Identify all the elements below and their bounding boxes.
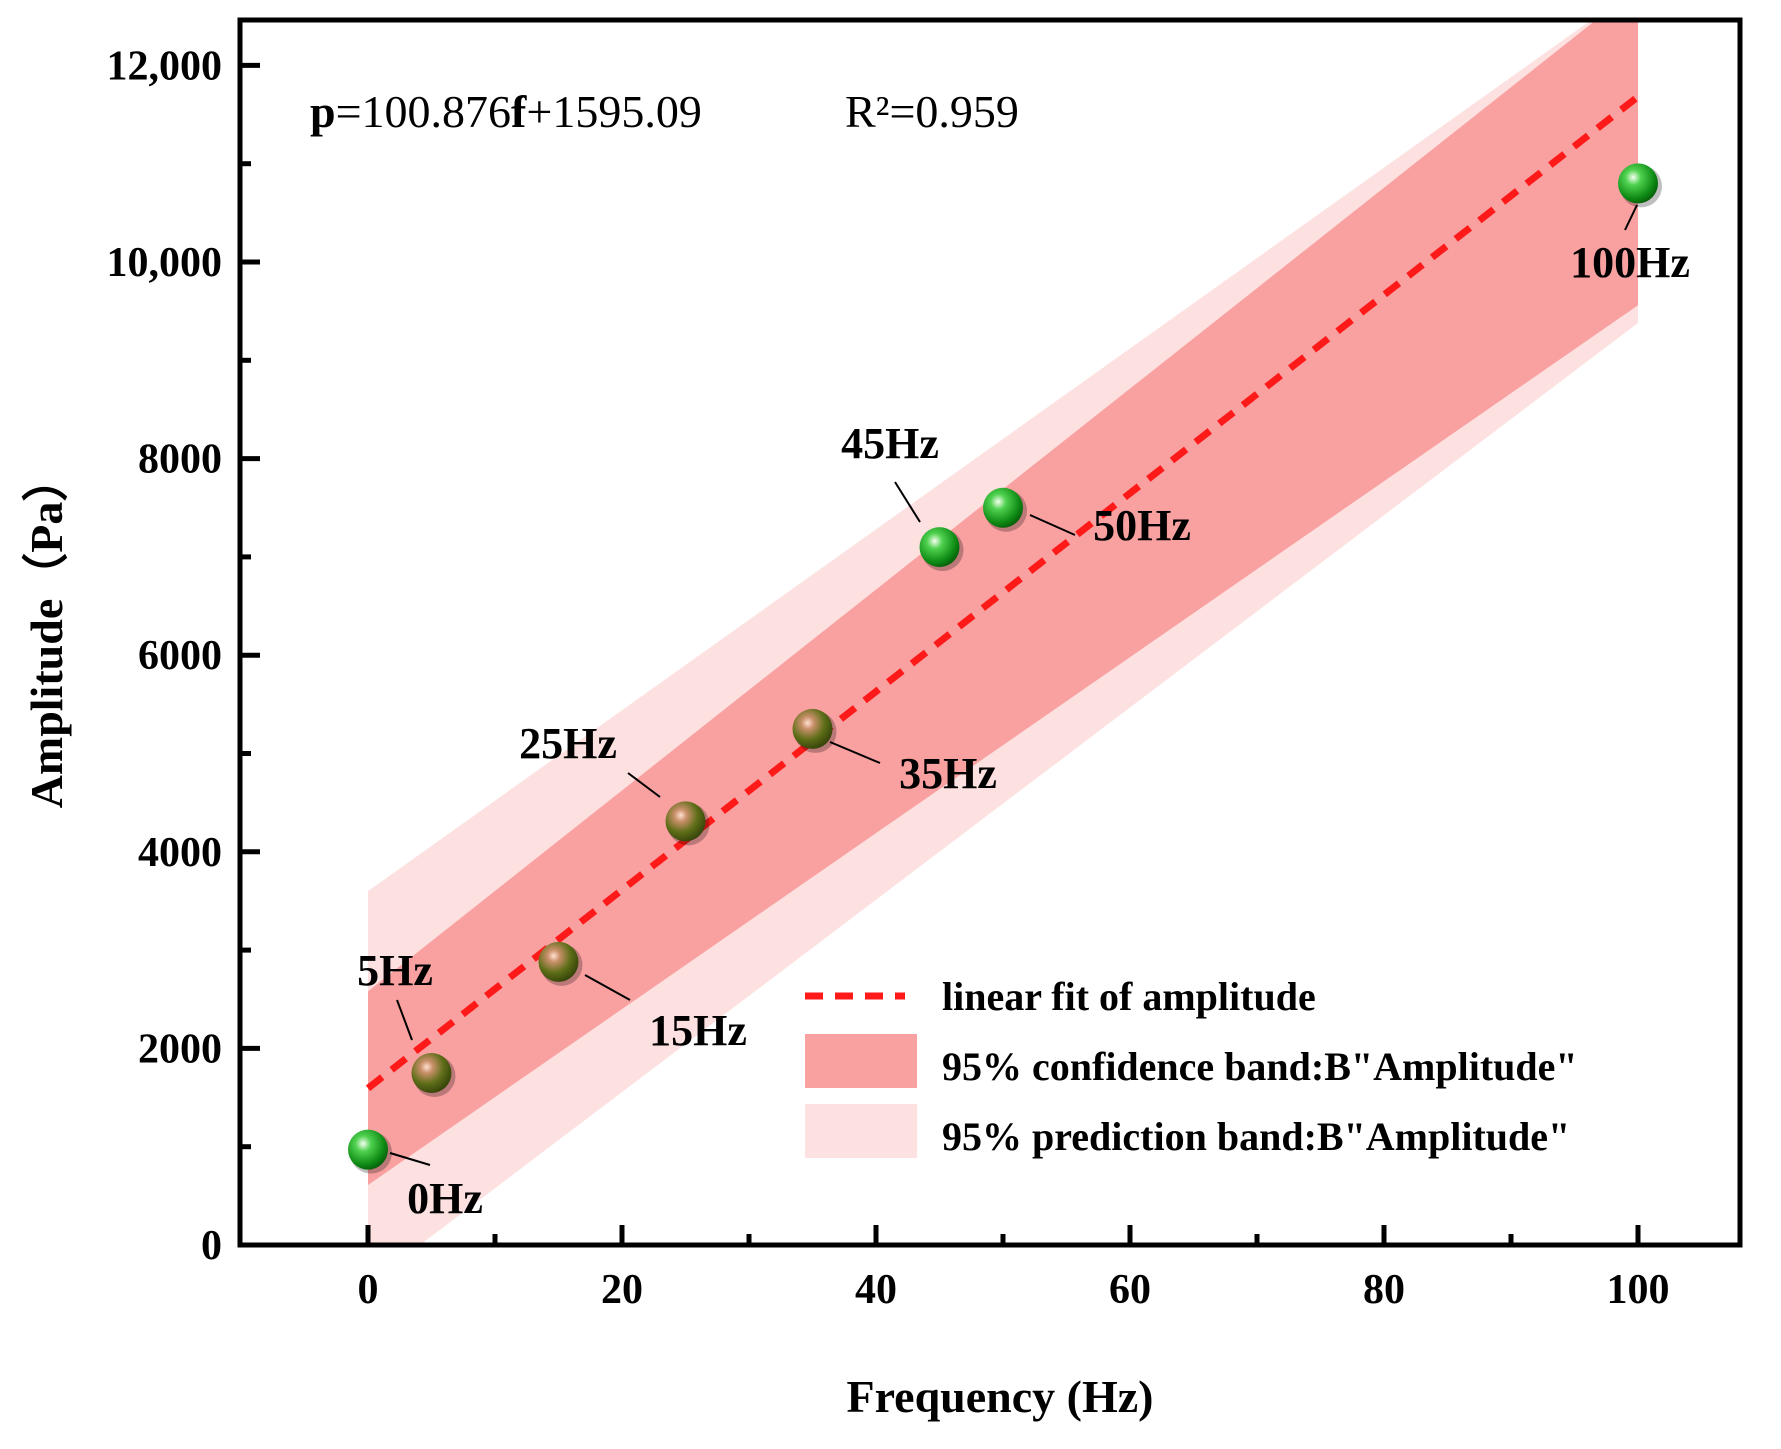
data-point-label: 50Hz bbox=[1093, 501, 1191, 550]
x-tick-label: 0 bbox=[358, 1267, 379, 1313]
x-tick-label: 40 bbox=[855, 1267, 897, 1313]
leader-lines-group bbox=[389, 204, 1638, 1166]
x-tick-label: 20 bbox=[601, 1267, 643, 1313]
y-axis-ticks: 0 2000 4000 6000 8000 10,000 12,000 bbox=[107, 43, 260, 1269]
point-labels-group: 0Hz 5Hz 15Hz 25Hz 35Hz 45Hz 50Hz 100Hz bbox=[357, 238, 1690, 1223]
leader-line bbox=[1029, 514, 1076, 536]
legend-confidence-swatch bbox=[805, 1034, 917, 1088]
legend-confidence-label: 95% confidence band:B"Amplitude" bbox=[942, 1044, 1578, 1089]
equation-symbol-f: f bbox=[511, 86, 527, 137]
leader-line bbox=[1624, 204, 1638, 231]
y-tick-label: 8000 bbox=[138, 437, 222, 483]
r-squared: R²=0.959 bbox=[845, 86, 1019, 137]
data-point-label: 35Hz bbox=[899, 749, 997, 798]
fit-equation: p=100.876f+1595.09 bbox=[310, 86, 702, 137]
y-tick-label: 6000 bbox=[138, 633, 222, 679]
equation-intercept: +1595.09 bbox=[526, 86, 701, 137]
legend-fit-label: linear fit of amplitude bbox=[942, 974, 1316, 1019]
plot-frame bbox=[237, 17, 1743, 1248]
data-point bbox=[919, 527, 960, 568]
data-point bbox=[792, 708, 833, 749]
data-point bbox=[538, 941, 579, 982]
leader-line bbox=[627, 772, 661, 798]
data-point-label: 5Hz bbox=[357, 946, 433, 995]
legend-prediction-label: 95% prediction band:B"Amplitude" bbox=[942, 1114, 1570, 1159]
x-tick-label: 80 bbox=[1363, 1267, 1405, 1313]
y-tick-label: 2000 bbox=[138, 1026, 222, 1072]
data-point bbox=[348, 1129, 388, 1170]
legend: linear fit of amplitude 95% confidence b… bbox=[805, 974, 1578, 1159]
data-point bbox=[665, 801, 706, 842]
leader-line bbox=[396, 999, 413, 1041]
x-tick-label: 100 bbox=[1607, 1267, 1670, 1313]
fit-line bbox=[365, 93, 1641, 1091]
leader-line bbox=[894, 481, 921, 523]
y-tick-label: 0 bbox=[201, 1223, 222, 1269]
y-axis-title: Amplitude（Pa） bbox=[21, 456, 72, 809]
leader-line bbox=[829, 741, 881, 764]
data-point bbox=[983, 487, 1023, 528]
leader-line bbox=[389, 1152, 431, 1166]
leader-line bbox=[584, 974, 631, 1001]
y-tick-label: 10,000 bbox=[107, 240, 223, 286]
x-tick-label: 60 bbox=[1109, 1267, 1151, 1313]
confidence-band bbox=[368, 20, 1638, 1186]
legend-prediction-swatch bbox=[805, 1104, 917, 1158]
bands-group bbox=[365, 20, 1641, 1245]
equation-slope: =100.876 bbox=[336, 86, 511, 137]
data-point-label: 0Hz bbox=[407, 1174, 483, 1223]
data-point-label: 45Hz bbox=[841, 419, 939, 468]
x-axis-title: Frequency (Hz) bbox=[846, 1371, 1153, 1422]
data-point-label: 15Hz bbox=[649, 1006, 747, 1055]
data-point-label: 25Hz bbox=[519, 719, 617, 768]
data-points-group bbox=[348, 163, 1662, 1174]
data-point bbox=[1618, 163, 1658, 204]
y-tick-label: 4000 bbox=[138, 830, 222, 876]
data-point-label: 100Hz bbox=[1570, 238, 1690, 287]
x-axis-ticks: 0 20 40 60 80 100 bbox=[358, 1225, 1670, 1313]
y-tick-label: 12,000 bbox=[107, 43, 223, 89]
equation-symbol-p: p bbox=[310, 86, 336, 137]
data-point bbox=[411, 1052, 452, 1093]
